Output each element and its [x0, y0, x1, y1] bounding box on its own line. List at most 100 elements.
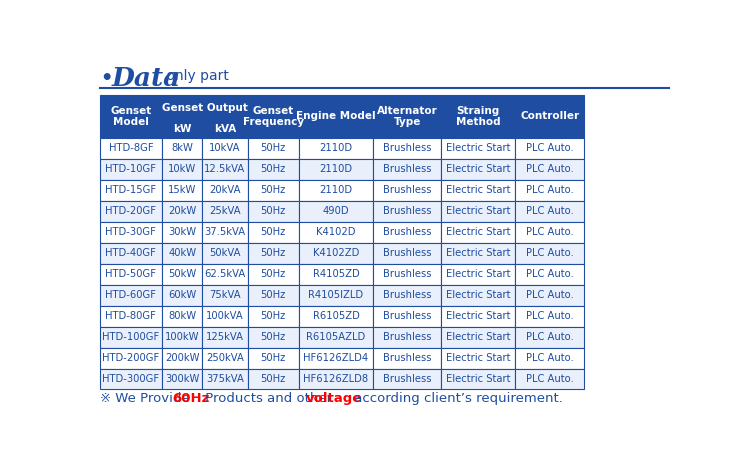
Bar	[248, 306, 299, 327]
Bar	[100, 95, 162, 138]
Bar	[515, 201, 584, 222]
Bar	[515, 348, 584, 368]
Text: 50Hz: 50Hz	[261, 353, 286, 363]
Bar	[248, 243, 299, 264]
Text: 490D: 490D	[322, 206, 350, 216]
Bar	[202, 138, 248, 159]
Text: 50kW: 50kW	[168, 269, 196, 279]
Bar	[202, 368, 248, 389]
Text: 50kVA: 50kVA	[209, 248, 241, 258]
Text: 125kVA: 125kVA	[206, 332, 244, 342]
Bar	[100, 138, 162, 159]
Bar	[515, 306, 584, 327]
Bar	[248, 159, 299, 180]
Text: Controller: Controller	[520, 111, 579, 121]
Text: 200kW: 200kW	[165, 353, 200, 363]
Text: PLC Auto.: PLC Auto.	[526, 206, 574, 216]
Text: Brushless: Brushless	[383, 332, 431, 342]
Text: Electric Start: Electric Start	[446, 248, 511, 258]
Text: Electric Start: Electric Start	[446, 374, 511, 384]
Bar	[248, 327, 299, 348]
Text: Genset Output: Genset Output	[162, 102, 248, 113]
Text: Brushless: Brushless	[383, 248, 431, 258]
Bar	[299, 138, 373, 159]
Bar	[202, 306, 248, 327]
Text: Electric Start: Electric Start	[446, 332, 511, 342]
Text: Straing
Method: Straing Method	[456, 106, 501, 127]
Bar	[299, 264, 373, 285]
Bar	[515, 368, 584, 389]
Bar	[162, 121, 202, 138]
Text: Genset
Frequency: Genset Frequency	[243, 106, 304, 127]
Text: 375kVA: 375kVA	[206, 374, 244, 384]
Bar	[441, 159, 515, 180]
Text: 62.5kVA: 62.5kVA	[204, 269, 245, 279]
Text: 20kW: 20kW	[168, 206, 196, 216]
Text: 250kVA: 250kVA	[206, 353, 244, 363]
Text: •: •	[100, 69, 113, 88]
Bar	[202, 348, 248, 368]
Text: 8kW: 8kW	[171, 144, 193, 154]
Bar	[515, 95, 584, 138]
Text: 50Hz: 50Hz	[261, 374, 286, 384]
Bar	[441, 348, 515, 368]
Text: PLC Auto.: PLC Auto.	[526, 269, 574, 279]
Bar	[100, 285, 162, 306]
Text: Electric Start: Electric Start	[446, 353, 511, 363]
Text: Electric Start: Electric Start	[446, 185, 511, 195]
Text: 50Hz: 50Hz	[261, 144, 286, 154]
Bar	[441, 138, 515, 159]
Text: Genset
Model: Genset Model	[110, 106, 152, 127]
Text: 50Hz: 50Hz	[261, 269, 286, 279]
Text: Brushless: Brushless	[383, 374, 431, 384]
Bar	[162, 159, 202, 180]
Text: 30kW: 30kW	[168, 227, 196, 237]
Bar	[441, 222, 515, 243]
Text: 25kVA: 25kVA	[209, 206, 241, 216]
Bar	[100, 243, 162, 264]
Bar	[299, 243, 373, 264]
Text: HTD-50GF: HTD-50GF	[106, 269, 157, 279]
Text: HTD-80GF: HTD-80GF	[106, 311, 156, 321]
Text: HTD-300GF: HTD-300GF	[102, 374, 160, 384]
Bar	[373, 243, 441, 264]
Bar	[441, 306, 515, 327]
Bar	[373, 159, 441, 180]
Text: Products and other: Products and other	[201, 392, 337, 405]
Bar	[100, 368, 162, 389]
Text: 50Hz: 50Hz	[261, 332, 286, 342]
Bar	[162, 201, 202, 222]
Bar	[441, 368, 515, 389]
Bar	[248, 285, 299, 306]
Text: 50Hz: 50Hz	[261, 311, 286, 321]
Text: 50Hz: 50Hz	[261, 248, 286, 258]
Text: R6105ZD: R6105ZD	[313, 311, 359, 321]
Bar	[515, 138, 584, 159]
Text: 12.5kVA: 12.5kVA	[204, 164, 245, 175]
Bar	[299, 327, 373, 348]
Bar	[373, 327, 441, 348]
Text: HTD-15GF: HTD-15GF	[105, 185, 157, 195]
Text: HF6126ZLD8: HF6126ZLD8	[304, 374, 368, 384]
Bar	[373, 222, 441, 243]
Bar	[202, 121, 248, 138]
Text: PLC Auto.: PLC Auto.	[526, 290, 574, 300]
Bar	[299, 306, 373, 327]
Text: Brushless: Brushless	[383, 311, 431, 321]
Bar	[441, 327, 515, 348]
Bar	[373, 368, 441, 389]
Text: K4102D: K4102D	[316, 227, 356, 237]
Bar	[202, 243, 248, 264]
Text: 50Hz: 50Hz	[261, 227, 286, 237]
Bar	[162, 180, 202, 201]
Bar	[299, 180, 373, 201]
Text: 10kW: 10kW	[168, 164, 196, 175]
Text: R6105AZLD: R6105AZLD	[306, 332, 365, 342]
Text: Brushless: Brushless	[383, 353, 431, 363]
Text: Brushless: Brushless	[383, 227, 431, 237]
Bar	[373, 348, 441, 368]
Bar	[248, 368, 299, 389]
Bar	[162, 95, 248, 121]
Text: HTD-10GF: HTD-10GF	[106, 164, 157, 175]
Bar	[441, 285, 515, 306]
